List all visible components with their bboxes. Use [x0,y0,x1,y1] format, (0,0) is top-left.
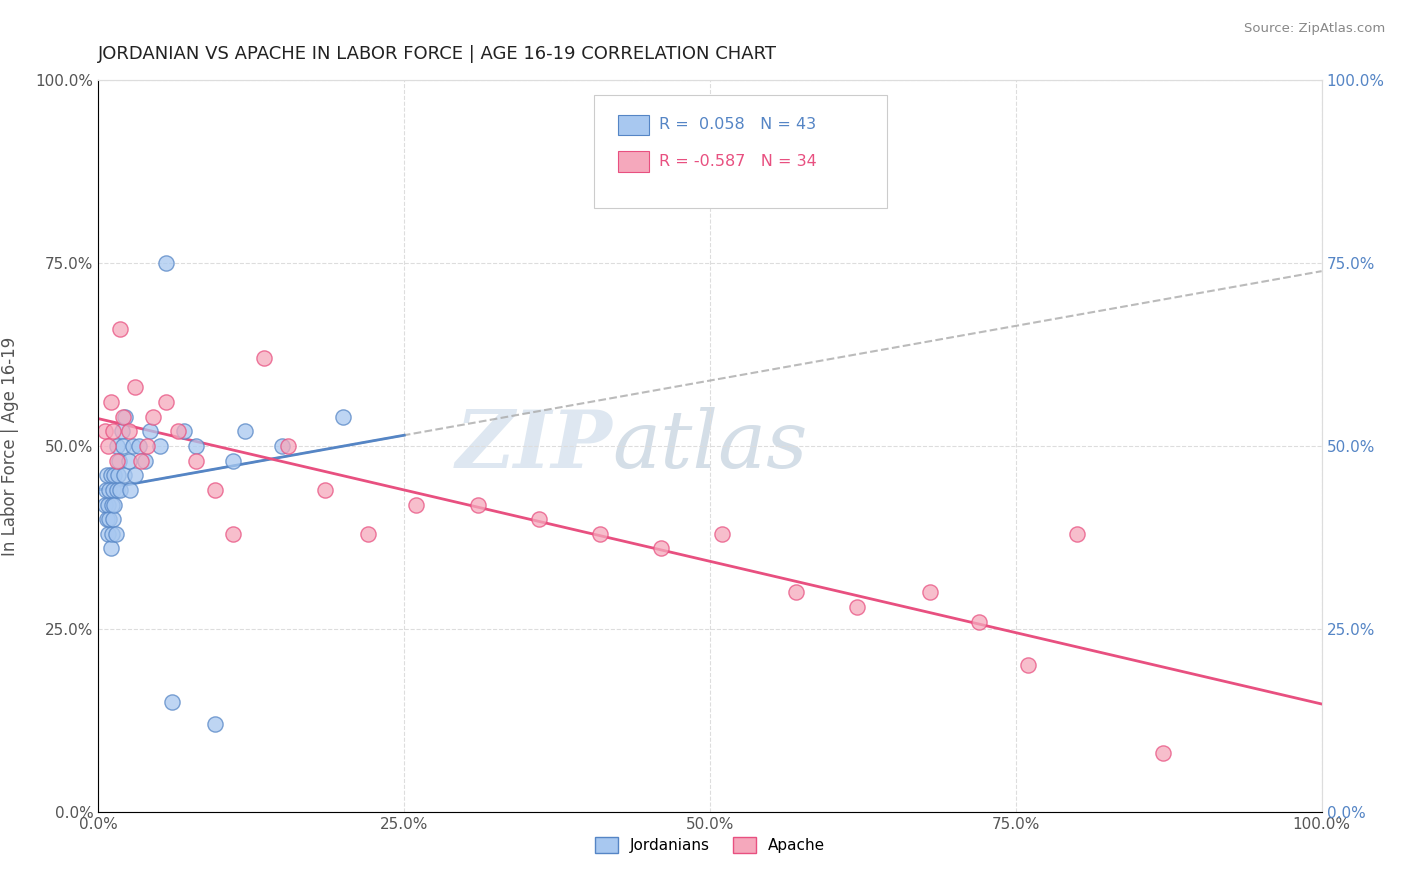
Point [118,453,141,467]
Point [104,526,127,541]
Point [920,585,942,599]
Point [222,526,245,541]
Point [101,498,124,512]
Point [155,395,177,409]
Point [467,498,489,512]
Point [101,483,124,497]
Point [108,453,131,467]
Point [650,541,672,556]
Y-axis label: In Labor Force | Age 16-19: In Labor Force | Age 16-19 [1,336,18,556]
Point [94,483,117,497]
Point [105,453,128,467]
Point [277,439,299,453]
Point [167,425,190,439]
Point [97,526,120,541]
Point [527,512,550,526]
Legend: Jordanians, Apache: Jordanians, Apache [589,830,831,859]
Point [1017,658,1039,673]
Point [107,468,129,483]
Point [332,409,354,424]
Point [114,409,136,424]
Point [356,526,378,541]
Point [93,425,115,439]
Point [103,468,125,483]
FancyBboxPatch shape [619,152,648,171]
Text: atlas: atlas [612,408,807,484]
Point [139,425,162,439]
Text: Source: ZipAtlas.com: Source: ZipAtlas.com [1244,22,1385,36]
Point [711,526,734,541]
Point [124,468,146,483]
Point [97,439,120,453]
Point [1066,526,1088,541]
Point [103,498,125,512]
Point [101,425,124,439]
Point [222,453,245,467]
Text: ZIP: ZIP [456,408,612,484]
Text: JORDANIAN VS APACHE IN LABOR FORCE | AGE 16-19 CORRELATION CHART: JORDANIAN VS APACHE IN LABOR FORCE | AGE… [98,45,778,63]
Point [186,439,208,453]
Point [155,256,177,270]
Point [128,439,150,453]
Point [98,512,121,526]
Point [121,439,143,453]
Point [105,483,128,497]
Point [160,695,183,709]
Point [967,615,990,629]
Point [100,395,122,409]
Point [111,439,134,453]
Point [149,439,172,453]
Point [845,599,868,614]
Point [105,439,128,453]
Point [136,439,159,453]
Point [96,468,118,483]
Point [142,409,165,424]
Point [111,425,134,439]
Point [100,468,122,483]
Point [112,468,135,483]
Point [134,453,156,467]
Point [96,512,118,526]
FancyBboxPatch shape [593,95,887,209]
Point [204,717,226,731]
Point [314,483,336,497]
Point [252,351,274,366]
Point [405,498,427,512]
Point [120,483,142,497]
FancyBboxPatch shape [619,115,648,136]
Point [233,425,256,439]
Point [110,483,132,497]
Text: R =  0.058   N = 43: R = 0.058 N = 43 [658,118,815,132]
Point [173,425,195,439]
Point [97,498,120,512]
Point [129,453,152,467]
Point [110,322,132,336]
Point [186,453,208,467]
Point [118,425,141,439]
Point [785,585,807,599]
Point [124,380,146,394]
Point [270,439,294,453]
Point [98,483,121,497]
Text: R = -0.587   N = 34: R = -0.587 N = 34 [658,154,817,169]
Point [589,526,612,541]
Point [204,483,226,497]
Point [111,409,134,424]
Point [101,526,124,541]
Point [101,512,124,526]
Point [100,541,122,556]
Point [93,498,115,512]
Point [1152,746,1174,760]
